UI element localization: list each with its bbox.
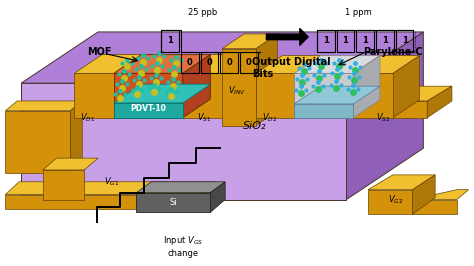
Polygon shape (294, 104, 353, 118)
Polygon shape (183, 55, 210, 118)
Polygon shape (353, 73, 393, 118)
Bar (337, 30, 354, 52)
Polygon shape (43, 158, 98, 170)
Bar (396, 30, 413, 52)
Polygon shape (137, 182, 225, 193)
Polygon shape (183, 55, 252, 73)
Bar (201, 52, 218, 73)
Text: 1: 1 (343, 36, 348, 45)
Text: 0: 0 (246, 58, 252, 67)
Bar (161, 30, 179, 52)
Text: 0: 0 (207, 58, 212, 67)
Polygon shape (201, 182, 214, 209)
Bar (376, 30, 394, 52)
Polygon shape (412, 200, 457, 214)
Polygon shape (5, 101, 82, 111)
Polygon shape (5, 182, 214, 195)
Text: $V_{S2}$: $V_{S2}$ (375, 111, 390, 124)
Polygon shape (353, 56, 419, 73)
Text: 1: 1 (362, 36, 368, 45)
Polygon shape (294, 86, 380, 104)
Polygon shape (427, 86, 452, 118)
Polygon shape (346, 32, 423, 200)
Polygon shape (74, 55, 143, 73)
Polygon shape (412, 190, 469, 200)
Text: Parylene-C: Parylene-C (363, 47, 423, 57)
Text: 1: 1 (382, 36, 388, 45)
Polygon shape (116, 55, 143, 118)
Text: Input $V_{GS}$
change: Input $V_{GS}$ change (163, 234, 203, 258)
Bar (220, 52, 238, 73)
Text: 0: 0 (187, 58, 192, 67)
Text: 0: 0 (226, 58, 232, 67)
Polygon shape (114, 103, 183, 118)
Text: SiO₂: SiO₂ (243, 120, 266, 131)
Text: Output Digital
Bits: Output Digital Bits (252, 57, 330, 79)
Text: 1: 1 (323, 36, 328, 45)
Polygon shape (256, 56, 322, 73)
Polygon shape (392, 101, 427, 118)
Text: $V_{INV}$: $V_{INV}$ (228, 85, 246, 97)
Text: $V_{S1}$: $V_{S1}$ (197, 111, 212, 124)
Polygon shape (5, 195, 201, 209)
Polygon shape (353, 56, 380, 118)
Polygon shape (294, 56, 380, 73)
Polygon shape (137, 193, 210, 212)
Polygon shape (210, 182, 225, 212)
Polygon shape (222, 49, 256, 126)
Polygon shape (43, 170, 84, 200)
Text: $V_{G1}$: $V_{G1}$ (104, 176, 119, 188)
Polygon shape (393, 56, 419, 118)
Polygon shape (224, 55, 252, 118)
Text: $V_{D2}$: $V_{D2}$ (262, 111, 277, 124)
Polygon shape (21, 32, 423, 83)
Polygon shape (114, 84, 210, 103)
Text: 1: 1 (167, 36, 173, 45)
Polygon shape (222, 101, 256, 118)
Polygon shape (21, 83, 346, 200)
Text: PDVT-10: PDVT-10 (130, 104, 166, 113)
Text: 25 ppb: 25 ppb (188, 8, 217, 17)
Polygon shape (412, 175, 435, 214)
Polygon shape (222, 34, 277, 49)
Text: Si: Si (169, 198, 177, 207)
Bar (356, 30, 374, 52)
Polygon shape (392, 86, 452, 101)
Bar (317, 30, 335, 52)
Polygon shape (74, 73, 116, 118)
Text: MOF: MOF (87, 47, 112, 57)
Text: $V_{G2}$: $V_{G2}$ (388, 193, 403, 206)
Polygon shape (222, 86, 277, 101)
Polygon shape (256, 73, 295, 118)
Polygon shape (295, 56, 322, 118)
Polygon shape (368, 175, 435, 190)
Text: $V_{D1}$: $V_{D1}$ (81, 111, 96, 124)
Bar (181, 52, 199, 73)
Polygon shape (71, 101, 82, 173)
Polygon shape (294, 73, 353, 118)
Polygon shape (114, 55, 210, 73)
Polygon shape (183, 73, 224, 118)
Text: 1 ppm: 1 ppm (345, 8, 372, 17)
Bar (240, 52, 258, 73)
Polygon shape (256, 34, 277, 126)
Text: 1: 1 (401, 36, 408, 45)
Polygon shape (5, 111, 71, 173)
Polygon shape (368, 190, 412, 214)
Polygon shape (114, 73, 183, 118)
